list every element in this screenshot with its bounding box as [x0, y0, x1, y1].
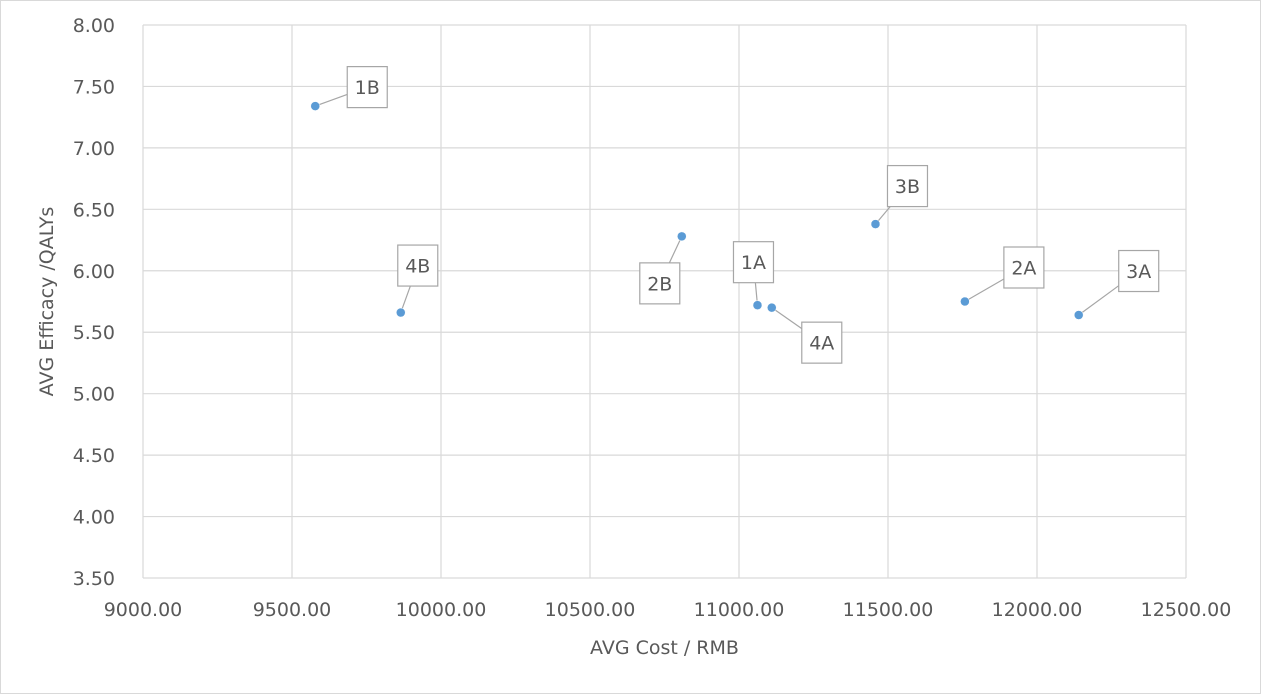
data-label: 2B	[647, 273, 672, 295]
data-point	[752, 300, 763, 310]
x-axis-title: AVG Cost / RMB	[590, 637, 739, 659]
y-axis-title: AVG Efficacy /QALYs	[36, 207, 58, 397]
callout-box	[801, 321, 843, 364]
data-point	[767, 302, 777, 313]
x-tick-label: 12500.00	[1141, 599, 1232, 621]
x-tick-label: 9000.00	[104, 599, 183, 621]
data-label: 1A	[741, 252, 766, 274]
data-points	[310, 101, 1084, 320]
x-tick-label: 10500.00	[545, 599, 636, 621]
y-tick-label: 8.00	[73, 15, 115, 37]
callout-box	[886, 164, 929, 208]
data-label: 4B	[405, 256, 430, 278]
callout-box	[346, 66, 388, 109]
data-label: 1B	[355, 77, 380, 99]
data-point	[310, 101, 320, 111]
x-tick-label: 12000.00	[992, 599, 1083, 621]
callout-box	[732, 241, 775, 284]
y-tick-label: 7.00	[73, 138, 115, 160]
callout-box	[639, 262, 681, 305]
data-label: 4A	[809, 333, 834, 355]
data-point	[396, 307, 406, 318]
data-label: 3A	[1126, 261, 1151, 283]
y-tick-label: 6.00	[73, 261, 115, 283]
y-tick-label: 5.50	[73, 322, 115, 344]
grid	[142, 24, 1187, 579]
data-point	[677, 231, 687, 242]
y-tick-label: 4.50	[73, 445, 115, 467]
y-tick-label: 6.50	[73, 199, 115, 221]
data-label: 3B	[895, 176, 920, 198]
callout-box	[397, 244, 439, 287]
callout-leader-line	[315, 93, 348, 107]
callout-leader-line	[964, 278, 1005, 303]
x-tick-label: 9500.00	[253, 599, 332, 621]
data-label: 2A	[1011, 258, 1036, 280]
y-tick-label: 5.00	[73, 384, 115, 406]
y-tick-label: 3.50	[73, 568, 115, 590]
callout-box	[1118, 249, 1160, 293]
y-tick-label: 4.00	[73, 507, 115, 529]
x-tick-label: 10000.00	[396, 599, 487, 621]
callout-leader-line	[771, 307, 803, 330]
x-tick-label: 11000.00	[694, 599, 785, 621]
data-point	[1073, 310, 1084, 320]
x-tick-label: 11500.00	[843, 599, 934, 621]
data-labels: 1B 4B 2B 1A 4A 3B 2A 3A	[315, 66, 1160, 364]
tick-labels: 9000.00 9500.00 10000.00 10500.00 11000.00 11…	[73, 15, 1232, 621]
data-point	[870, 219, 881, 229]
callout-leader-line	[1078, 285, 1120, 316]
y-tick-label: 7.50	[73, 76, 115, 98]
data-point	[960, 296, 970, 307]
callout-box	[1003, 246, 1045, 289]
callout-leader-line	[668, 236, 683, 264]
